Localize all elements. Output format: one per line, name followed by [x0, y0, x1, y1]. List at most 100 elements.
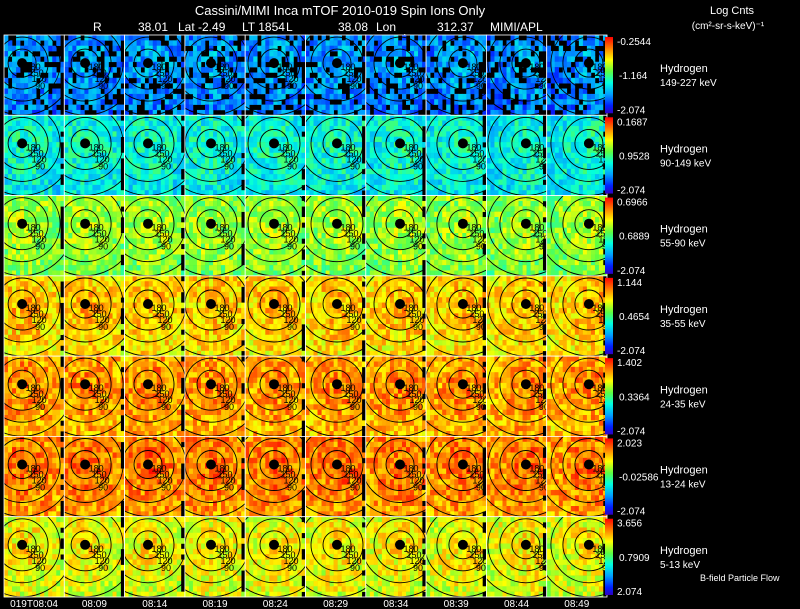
colorbar-r6: [605, 438, 613, 515]
contour-label: 180: [152, 142, 167, 152]
contour-label: 150: [407, 389, 422, 399]
contour-line: [385, 530, 415, 560]
colorbar-max-label: 1.144: [617, 278, 642, 289]
contour-line: [305, 356, 366, 423]
contour-line: [64, 36, 112, 90]
contour-label: 180: [404, 223, 419, 233]
contour-label: 150: [281, 389, 296, 399]
contour-label: 120: [410, 315, 425, 325]
contour-label: 90: [224, 81, 234, 91]
contour-line: [499, 277, 547, 331]
contour-line: [426, 35, 487, 102]
contour-label: 150: [92, 550, 107, 560]
contour-label: 150: [92, 470, 107, 480]
contour-line: [124, 197, 175, 251]
contour-label: 120: [598, 315, 613, 325]
saturn-marker: [269, 138, 279, 149]
contour-line: [310, 197, 364, 251]
contour-label: 150: [595, 389, 610, 399]
contour-label: 120: [347, 315, 362, 325]
contour-label: 150: [407, 470, 422, 480]
contour-line: [448, 450, 478, 479]
contour-label: 120: [32, 154, 47, 164]
time-tick-label: 08:49: [564, 599, 589, 609]
saturn-marker: [520, 299, 531, 309]
contour-label: 120: [598, 556, 613, 566]
contour-label: 150: [407, 68, 422, 78]
contour-label: 120: [221, 74, 236, 84]
saturn-marker: [583, 299, 594, 309]
saturn-marker: [269, 299, 279, 309]
contour-label: 180: [89, 62, 104, 72]
saturn-marker: [332, 379, 342, 390]
saturn-marker: [80, 539, 91, 550]
contour-label: 150: [92, 309, 107, 319]
contour-label: 150: [155, 229, 170, 239]
contour-line: [448, 209, 478, 239]
contour-label: 120: [472, 154, 487, 164]
contour-line: [64, 277, 112, 331]
contour-label: 180: [529, 303, 544, 313]
contour-label: 180: [592, 62, 607, 72]
contour-line: [487, 516, 547, 584]
species-label: Hydrogen: [660, 143, 708, 155]
info-lt: LT 1854: [242, 20, 285, 34]
contour-line: [365, 436, 427, 503]
contour-label: 120: [410, 154, 425, 164]
contour-label: 120: [284, 235, 299, 245]
contour-line: [499, 36, 547, 90]
contour-label: 180: [592, 303, 607, 313]
saturn-marker: [395, 138, 405, 149]
contour-line: [133, 369, 163, 399]
saturn-marker: [332, 138, 342, 149]
colorbar-max-label: 1.402: [617, 358, 642, 369]
contour-label: 150: [155, 389, 170, 399]
saturn-marker: [269, 379, 279, 390]
contour-label: 150: [155, 309, 170, 319]
contour-label: 120: [158, 395, 173, 405]
contour-line: [322, 128, 352, 158]
contour-line: [305, 436, 366, 503]
contour-line: [305, 35, 366, 102]
saturn-marker: [206, 379, 216, 390]
contour-label: 180: [529, 544, 544, 554]
contour-line: [184, 356, 246, 423]
contour-line: [385, 128, 415, 158]
contour-label: 90: [350, 81, 360, 91]
contour-line: [511, 369, 541, 399]
contour-label: 180: [215, 544, 230, 554]
contour-line: [562, 36, 608, 90]
contour-label: 120: [347, 235, 362, 245]
contour-label: 180: [152, 223, 167, 233]
contour-label: 90: [287, 563, 297, 573]
contour-line: [259, 369, 289, 399]
contour-label: 120: [221, 556, 236, 566]
contour-label: 150: [595, 550, 610, 560]
saturn-marker: [332, 299, 342, 309]
colorbar-mid-label: 0.7909: [619, 553, 650, 564]
contour-label: 180: [466, 303, 481, 313]
contour-label: 180: [89, 142, 104, 152]
time-tick-label: 08:14: [142, 599, 167, 609]
contour-label: 90: [539, 81, 549, 91]
contour-line: [196, 289, 226, 319]
contour-line: [247, 36, 301, 90]
contour-label: 120: [158, 556, 173, 566]
contour-label: 150: [92, 389, 107, 399]
saturn-marker: [17, 379, 28, 390]
contour-label: 150: [281, 148, 296, 158]
saturn-marker: [80, 58, 91, 69]
contour-label: 120: [535, 315, 550, 325]
contour-label: 180: [466, 142, 481, 152]
contour-label: 150: [595, 470, 610, 480]
contour-label: 150: [29, 229, 44, 239]
contour-line: [511, 209, 541, 239]
contour-line: [124, 277, 175, 331]
